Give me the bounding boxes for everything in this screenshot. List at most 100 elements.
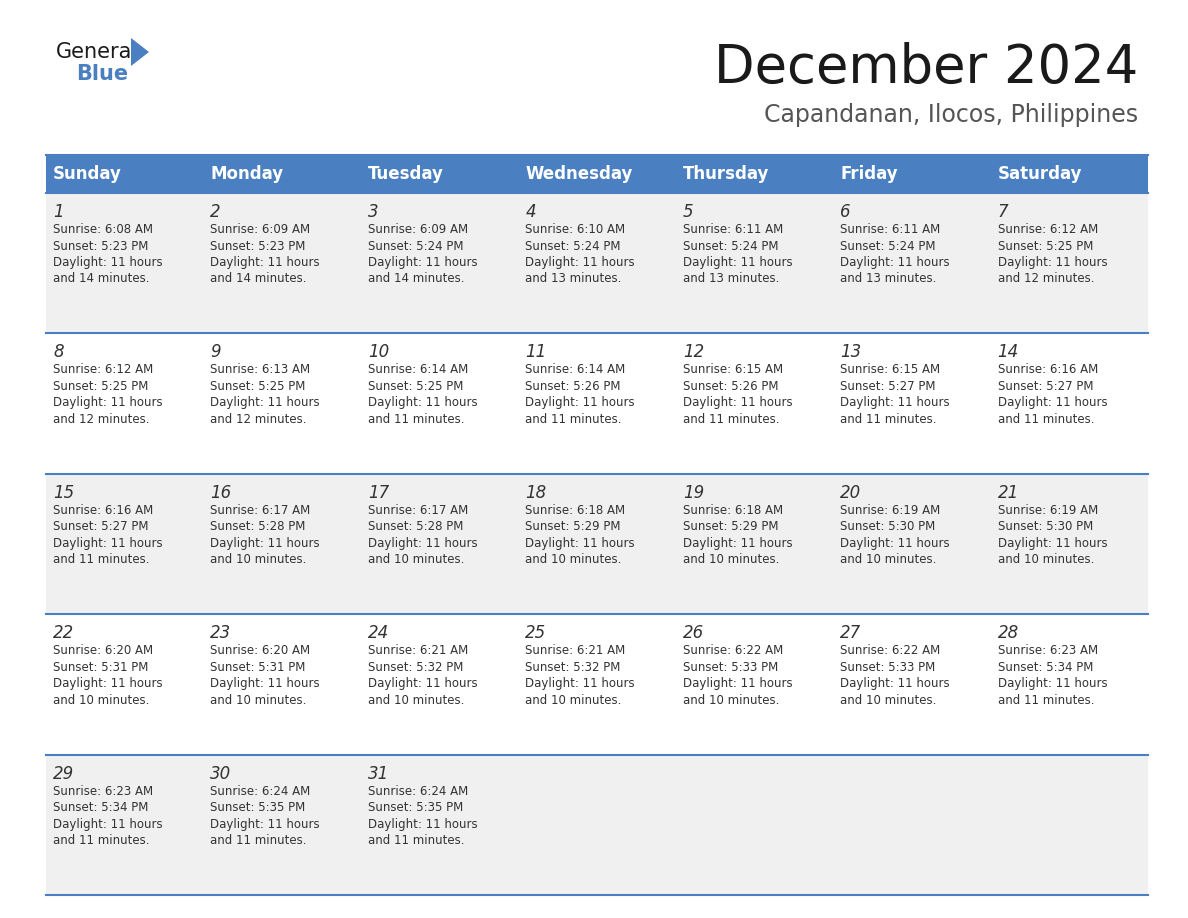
- Text: Sunset: 5:28 PM: Sunset: 5:28 PM: [210, 521, 305, 533]
- Text: Sunset: 5:27 PM: Sunset: 5:27 PM: [998, 380, 1093, 393]
- Text: and 14 minutes.: and 14 minutes.: [368, 273, 465, 285]
- Text: 12: 12: [683, 343, 704, 362]
- Text: Daylight: 11 hours: Daylight: 11 hours: [210, 537, 320, 550]
- Text: Daylight: 11 hours: Daylight: 11 hours: [840, 256, 949, 269]
- Text: Sunrise: 6:14 AM: Sunrise: 6:14 AM: [368, 364, 468, 376]
- Text: Saturday: Saturday: [998, 165, 1082, 183]
- Text: Blue: Blue: [76, 64, 128, 84]
- Text: Daylight: 11 hours: Daylight: 11 hours: [683, 256, 792, 269]
- Text: Sunrise: 6:19 AM: Sunrise: 6:19 AM: [840, 504, 941, 517]
- Text: Sunrise: 6:15 AM: Sunrise: 6:15 AM: [683, 364, 783, 376]
- Bar: [46, 155, 203, 193]
- Text: Sunset: 5:23 PM: Sunset: 5:23 PM: [210, 240, 305, 252]
- Text: Sunset: 5:25 PM: Sunset: 5:25 PM: [210, 380, 305, 393]
- Text: and 10 minutes.: and 10 minutes.: [53, 694, 150, 707]
- Text: Sunrise: 6:14 AM: Sunrise: 6:14 AM: [525, 364, 626, 376]
- Text: 2: 2: [210, 203, 221, 221]
- Text: 8: 8: [53, 343, 64, 362]
- Text: Daylight: 11 hours: Daylight: 11 hours: [368, 397, 478, 409]
- Text: 1: 1: [53, 203, 64, 221]
- Text: Thursday: Thursday: [683, 165, 769, 183]
- Text: 25: 25: [525, 624, 546, 643]
- Text: Sunrise: 6:12 AM: Sunrise: 6:12 AM: [53, 364, 153, 376]
- Text: Sunset: 5:27 PM: Sunset: 5:27 PM: [840, 380, 936, 393]
- Text: Sunrise: 6:15 AM: Sunrise: 6:15 AM: [840, 364, 940, 376]
- Text: Daylight: 11 hours: Daylight: 11 hours: [210, 818, 320, 831]
- Text: Daylight: 11 hours: Daylight: 11 hours: [53, 537, 163, 550]
- Text: 16: 16: [210, 484, 232, 502]
- Text: 24: 24: [368, 624, 390, 643]
- Text: and 14 minutes.: and 14 minutes.: [210, 273, 307, 285]
- Bar: [203, 155, 361, 193]
- Text: and 10 minutes.: and 10 minutes.: [683, 554, 779, 566]
- Text: Daylight: 11 hours: Daylight: 11 hours: [53, 256, 163, 269]
- Bar: [46, 755, 1148, 895]
- Bar: [676, 155, 833, 193]
- Text: and 12 minutes.: and 12 minutes.: [998, 273, 1094, 285]
- Text: and 14 minutes.: and 14 minutes.: [53, 273, 150, 285]
- Text: Sunrise: 6:08 AM: Sunrise: 6:08 AM: [53, 223, 153, 236]
- Text: and 12 minutes.: and 12 minutes.: [53, 413, 150, 426]
- Text: Sunrise: 6:21 AM: Sunrise: 6:21 AM: [368, 644, 468, 657]
- Text: and 10 minutes.: and 10 minutes.: [840, 554, 936, 566]
- Text: Daylight: 11 hours: Daylight: 11 hours: [210, 256, 320, 269]
- Text: Sunset: 5:34 PM: Sunset: 5:34 PM: [998, 661, 1093, 674]
- Text: Sunset: 5:30 PM: Sunset: 5:30 PM: [998, 521, 1093, 533]
- Text: Daylight: 11 hours: Daylight: 11 hours: [840, 677, 949, 690]
- Text: Sunset: 5:23 PM: Sunset: 5:23 PM: [53, 240, 148, 252]
- Text: Daylight: 11 hours: Daylight: 11 hours: [840, 537, 949, 550]
- Text: 3: 3: [368, 203, 379, 221]
- Text: Daylight: 11 hours: Daylight: 11 hours: [210, 677, 320, 690]
- Text: Sunrise: 6:12 AM: Sunrise: 6:12 AM: [998, 223, 1098, 236]
- Text: Sunset: 5:33 PM: Sunset: 5:33 PM: [840, 661, 935, 674]
- Text: 30: 30: [210, 765, 232, 783]
- Text: 17: 17: [368, 484, 390, 502]
- Text: Daylight: 11 hours: Daylight: 11 hours: [998, 397, 1107, 409]
- Text: 22: 22: [53, 624, 74, 643]
- Text: and 13 minutes.: and 13 minutes.: [683, 273, 779, 285]
- Text: Daylight: 11 hours: Daylight: 11 hours: [210, 397, 320, 409]
- Text: Daylight: 11 hours: Daylight: 11 hours: [998, 256, 1107, 269]
- Text: Sunrise: 6:11 AM: Sunrise: 6:11 AM: [683, 223, 783, 236]
- Text: 9: 9: [210, 343, 221, 362]
- Text: 20: 20: [840, 484, 861, 502]
- Text: Daylight: 11 hours: Daylight: 11 hours: [525, 537, 634, 550]
- Text: 6: 6: [840, 203, 851, 221]
- Text: Sunrise: 6:11 AM: Sunrise: 6:11 AM: [840, 223, 941, 236]
- Text: Friday: Friday: [840, 165, 898, 183]
- Text: Sunset: 5:34 PM: Sunset: 5:34 PM: [53, 801, 148, 814]
- Text: Sunset: 5:24 PM: Sunset: 5:24 PM: [683, 240, 778, 252]
- Text: General: General: [56, 42, 138, 62]
- Text: Sunset: 5:25 PM: Sunset: 5:25 PM: [998, 240, 1093, 252]
- Text: Daylight: 11 hours: Daylight: 11 hours: [683, 537, 792, 550]
- Text: Daylight: 11 hours: Daylight: 11 hours: [53, 818, 163, 831]
- Text: and 10 minutes.: and 10 minutes.: [683, 694, 779, 707]
- Text: Sunrise: 6:22 AM: Sunrise: 6:22 AM: [840, 644, 941, 657]
- Text: Daylight: 11 hours: Daylight: 11 hours: [683, 677, 792, 690]
- Text: and 12 minutes.: and 12 minutes.: [210, 413, 307, 426]
- Text: Sunday: Sunday: [53, 165, 122, 183]
- Text: Sunrise: 6:10 AM: Sunrise: 6:10 AM: [525, 223, 625, 236]
- Text: Wednesday: Wednesday: [525, 165, 633, 183]
- Text: and 11 minutes.: and 11 minutes.: [368, 834, 465, 847]
- Text: Sunset: 5:35 PM: Sunset: 5:35 PM: [368, 801, 463, 814]
- Text: 31: 31: [368, 765, 390, 783]
- Text: and 11 minutes.: and 11 minutes.: [998, 413, 1094, 426]
- Text: Sunrise: 6:23 AM: Sunrise: 6:23 AM: [998, 644, 1098, 657]
- Text: Daylight: 11 hours: Daylight: 11 hours: [525, 677, 634, 690]
- Text: 4: 4: [525, 203, 536, 221]
- Text: and 10 minutes.: and 10 minutes.: [525, 554, 621, 566]
- Bar: [991, 155, 1148, 193]
- Text: Sunset: 5:25 PM: Sunset: 5:25 PM: [368, 380, 463, 393]
- Text: Sunset: 5:31 PM: Sunset: 5:31 PM: [53, 661, 148, 674]
- Text: Tuesday: Tuesday: [368, 165, 444, 183]
- Text: Capandanan, Ilocos, Philippines: Capandanan, Ilocos, Philippines: [764, 103, 1138, 127]
- Text: and 10 minutes.: and 10 minutes.: [998, 554, 1094, 566]
- Text: 11: 11: [525, 343, 546, 362]
- Text: and 11 minutes.: and 11 minutes.: [210, 834, 307, 847]
- Text: 7: 7: [998, 203, 1009, 221]
- Text: and 11 minutes.: and 11 minutes.: [525, 413, 621, 426]
- Text: Sunrise: 6:20 AM: Sunrise: 6:20 AM: [210, 644, 310, 657]
- Text: Sunrise: 6:09 AM: Sunrise: 6:09 AM: [210, 223, 310, 236]
- Text: Daylight: 11 hours: Daylight: 11 hours: [368, 537, 478, 550]
